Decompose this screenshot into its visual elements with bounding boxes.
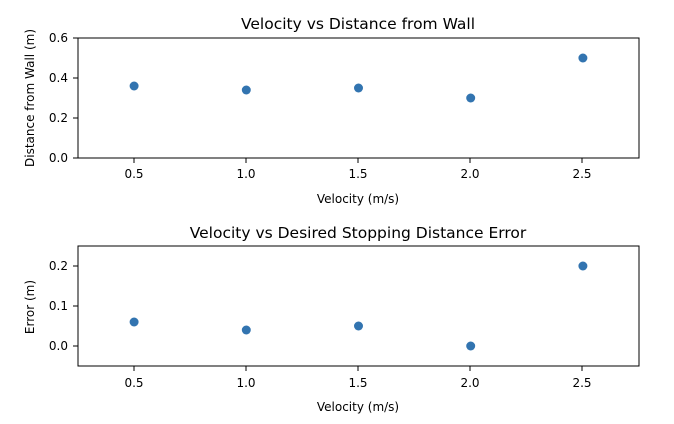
scatter-point (354, 321, 363, 331)
scatter-point (578, 261, 588, 271)
x-tick-label: 2.0 (460, 167, 479, 181)
x-tick-label: 2.5 (572, 376, 591, 390)
scatter-point (578, 53, 588, 63)
y-tick: 0.1 (49, 299, 78, 313)
x-tick-label: 1.0 (236, 376, 255, 390)
points-series (129, 261, 588, 351)
x-tick: 0.5 (124, 366, 144, 390)
y-ticks: 0.2 0.1 0.0 (49, 259, 78, 353)
x-tick-label: 0.5 (124, 167, 143, 181)
y-ticks: 0.6 0.4 0.2 0.0 (49, 31, 78, 165)
chart-title: Velocity vs Distance from Wall (241, 15, 475, 33)
x-tick: 2.0 (460, 366, 480, 390)
x-tick-label: 1.5 (348, 167, 367, 181)
scatter-point (466, 341, 476, 351)
plot-frame (77, 245, 640, 367)
scatter-point (129, 317, 139, 327)
y-axis-label: Distance from Wall (m) (23, 29, 37, 167)
x-tick: 1.5 (348, 158, 368, 181)
chart-title: Velocity vs Desired Stopping Distance Er… (190, 224, 527, 242)
x-tick-label: 2.0 (460, 376, 479, 390)
points-series (129, 53, 588, 103)
scatter-point (241, 85, 251, 95)
x-tick: 2.5 (572, 158, 592, 181)
x-tick: 0.5 (124, 158, 144, 181)
scatter-point (354, 83, 363, 93)
y-tick: 0.0 (49, 339, 78, 353)
y-tick: 0.2 (49, 259, 78, 273)
x-tick-label: 2.5 (572, 167, 591, 181)
x-tick-label: 0.5 (124, 376, 143, 390)
y-tick: 0.6 (49, 31, 78, 45)
y-tick-label: 0.0 (49, 339, 68, 353)
scatter-point (129, 81, 139, 91)
scatter-point (241, 325, 251, 335)
x-tick: 2.5 (572, 366, 592, 390)
y-tick-label: 0.2 (49, 259, 68, 273)
y-tick-label: 0.6 (49, 31, 68, 45)
x-tick: 1.0 (236, 366, 256, 390)
plot-frame (77, 37, 640, 159)
y-tick-label: 0.1 (49, 299, 68, 313)
subplot-distance-from-wall: Velocity vs Distance from Wall Distance … (23, 15, 640, 206)
x-tick-label: 1.5 (348, 376, 367, 390)
y-tick: 0.0 (49, 151, 78, 165)
x-ticks: 0.5 1.0 1.5 2.0 2.5 (124, 158, 592, 181)
subplot-stopping-distance-error: Velocity vs Desired Stopping Distance Er… (23, 224, 640, 414)
y-tick: 0.2 (49, 111, 78, 125)
x-tick: 2.0 (460, 158, 480, 181)
x-ticks: 0.5 1.0 1.5 2.0 2.5 (124, 366, 592, 390)
y-axis-label: Error (m) (23, 280, 37, 334)
scatter-point (466, 93, 476, 103)
y-tick-label: 0.2 (49, 111, 68, 125)
x-tick: 1.0 (236, 158, 256, 181)
y-tick-label: 0.0 (49, 151, 68, 165)
y-tick-label: 0.4 (49, 71, 68, 85)
x-tick-label: 1.0 (236, 167, 255, 181)
x-axis-label: Velocity (m/s) (317, 400, 399, 414)
y-tick: 0.4 (49, 71, 78, 85)
x-axis-label: Velocity (m/s) (317, 192, 399, 206)
x-tick: 1.5 (348, 366, 368, 390)
